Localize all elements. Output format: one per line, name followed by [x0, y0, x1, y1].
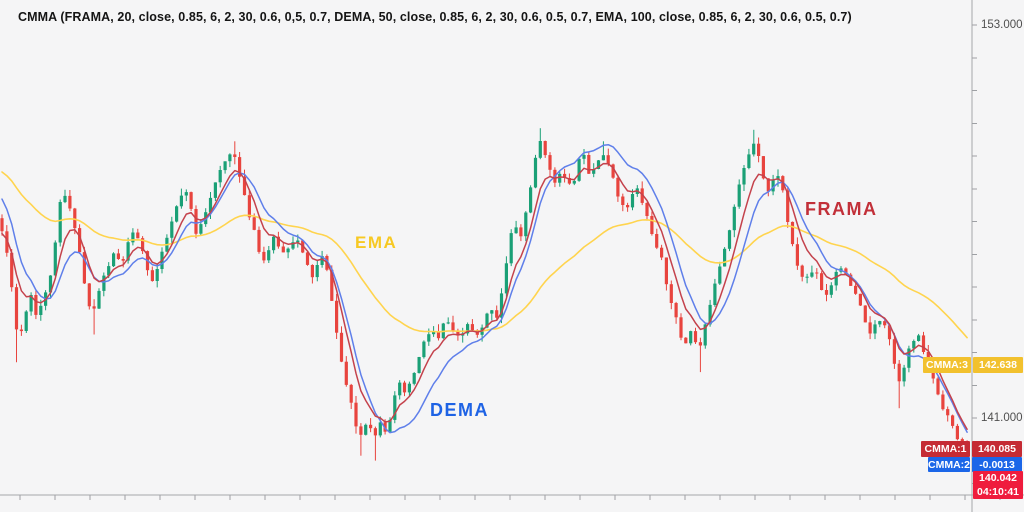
cmma2-badge-label: CMMA:2 [928, 457, 970, 472]
frama-label: FRAMA [805, 199, 878, 219]
cmma2-price-badge: CMMA:2 -0.0013 [928, 457, 1022, 472]
bar-countdown: 04:10:41 [976, 486, 1020, 498]
last-price-badge: 140.042 04:10:41 [973, 471, 1023, 499]
last-price-value: 140.042 [979, 472, 1017, 484]
indicator-legend-title[interactable]: CMMA (FRAMA, 20, close, 0.85, 6, 2, 30, … [18, 10, 852, 24]
dema-line[interactable] [1, 143, 968, 434]
price-axis-label-mid: 141.000 [981, 412, 1023, 424]
frama-line[interactable] [1, 162, 968, 430]
ema-line[interactable] [1, 171, 968, 339]
candles-layer [0, 128, 969, 461]
cmma3-badge-value: 142.638 [973, 357, 1023, 373]
cmma3-badge-label: CMMA:3 [923, 357, 971, 373]
cmma1-price-badge: CMMA:1 140.085 [921, 441, 1022, 457]
cmma2-badge-value: -0.0013 [972, 457, 1022, 472]
cmma1-badge-label: CMMA:1 [921, 441, 970, 457]
cmma3-price-badge: CMMA:3 142.638 [923, 357, 1023, 373]
ema-label: EMA [355, 233, 398, 252]
price-axis-label-top: 153.000 [981, 19, 1023, 31]
cmma1-badge-value: 140.085 [972, 441, 1022, 457]
dema-label: DEMA [430, 400, 489, 420]
